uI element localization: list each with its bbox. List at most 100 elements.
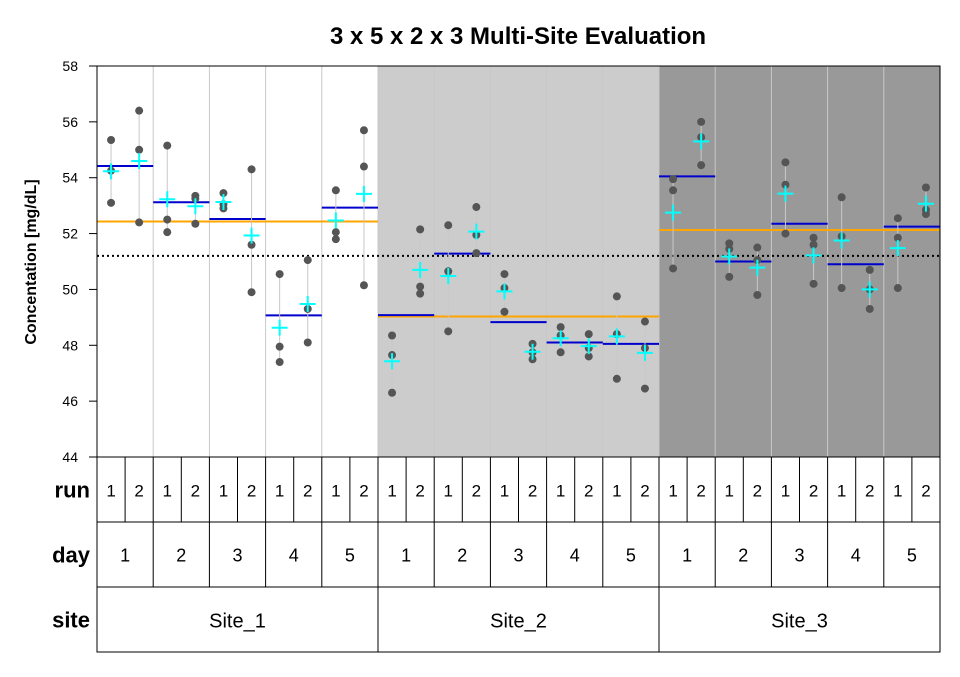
observation-point — [416, 289, 425, 298]
run-cell-label: 2 — [472, 482, 481, 501]
run-cell-label: 1 — [893, 482, 902, 501]
run-cell-label: 2 — [191, 482, 200, 501]
run-row-label: run — [55, 478, 90, 503]
run-cell-label: 2 — [247, 482, 256, 501]
observation-point — [416, 282, 425, 291]
day-cell-label: 3 — [794, 546, 804, 566]
observation-point — [219, 189, 228, 198]
run-cell-label: 1 — [556, 482, 565, 501]
run-cell-label: 2 — [696, 482, 705, 501]
run-cell-label: 1 — [219, 482, 228, 501]
observation-point — [247, 240, 256, 249]
observation-point — [837, 284, 846, 293]
observation-point — [893, 284, 902, 293]
observation-point — [669, 186, 678, 195]
observation-point — [612, 374, 621, 383]
observation-point — [809, 233, 818, 242]
site-cell-label: Site_2 — [490, 611, 547, 633]
observation-point — [865, 304, 874, 313]
run-cell-label: 2 — [134, 482, 143, 501]
run-cell-label: 2 — [359, 482, 368, 501]
run-cell-label: 1 — [275, 482, 284, 501]
run-cell-label: 2 — [809, 482, 818, 501]
day-cell-label: 5 — [345, 546, 355, 566]
observation-point — [584, 352, 593, 361]
observation-point — [275, 342, 284, 351]
y-axis-label: Concentation [mg/dL] — [23, 179, 40, 344]
y-tick-label: 56 — [62, 114, 78, 130]
observation-point — [584, 330, 593, 339]
chart-title: 3 x 5 x 2 x 3 Multi-Site Evaluation — [330, 23, 706, 50]
observation-point — [669, 175, 678, 184]
run-cell-label: 1 — [668, 482, 677, 501]
y-tick-label: 52 — [62, 226, 78, 242]
run-cell-label: 2 — [303, 482, 312, 501]
observation-point — [725, 272, 734, 281]
run-cell-label: 1 — [106, 482, 115, 501]
run-cell-label: 1 — [387, 482, 396, 501]
day-cell-label: 4 — [851, 546, 861, 566]
run-cell-label: 2 — [415, 482, 424, 501]
run-cell-label: 2 — [921, 482, 930, 501]
observation-point — [331, 235, 340, 244]
observation-point — [781, 180, 790, 189]
day-cell-label: 3 — [513, 546, 523, 566]
observation-point — [247, 165, 256, 174]
observation-point — [472, 249, 481, 258]
y-tick-label: 44 — [62, 449, 78, 465]
day-cell-label: 1 — [120, 546, 130, 566]
day-cell-label: 4 — [570, 546, 580, 566]
run-cell-label: 1 — [444, 482, 453, 501]
observation-point — [921, 183, 930, 192]
day-cell-label: 2 — [457, 546, 467, 566]
day-cell-label: 1 — [401, 546, 411, 566]
observation-point — [275, 270, 284, 279]
plot-area: 44 46 48 50 52 54 56 58 — [62, 58, 941, 465]
observation-point — [191, 219, 200, 228]
observation-point — [753, 243, 762, 252]
observation-point — [893, 214, 902, 223]
observation-point — [388, 388, 397, 397]
run-cell-label: 2 — [640, 482, 649, 501]
observation-point — [500, 307, 509, 316]
observation-point — [612, 292, 621, 301]
site-background — [97, 66, 378, 457]
observation-point — [416, 225, 425, 234]
observation-point — [556, 323, 565, 332]
observation-point — [359, 162, 368, 171]
run-cell-label: 1 — [781, 482, 790, 501]
day-cell-label: 4 — [289, 546, 299, 566]
observation-point — [809, 279, 818, 288]
observation-point — [781, 229, 790, 238]
observation-point — [640, 384, 649, 393]
observation-point — [444, 221, 453, 230]
day-cell-label: 1 — [682, 546, 692, 566]
site-cell-label: Site_3 — [771, 611, 828, 633]
run-cell-label: 1 — [500, 482, 509, 501]
observation-point — [640, 317, 649, 326]
run-cell-label: 1 — [163, 482, 172, 501]
run-cell-label: 1 — [837, 482, 846, 501]
observation-point — [837, 193, 846, 202]
observation-point — [809, 240, 818, 249]
y-tick-label: 46 — [62, 393, 78, 409]
site-cell-label: Site_1 — [209, 611, 266, 633]
observation-point — [107, 198, 116, 207]
run-cell-label: 1 — [725, 482, 734, 501]
observation-point — [725, 239, 734, 248]
run-cell-label: 1 — [331, 482, 340, 501]
observation-point — [444, 327, 453, 336]
site-background — [378, 66, 659, 457]
day-row-label: day — [52, 543, 91, 568]
observation-point — [135, 218, 144, 227]
day-cell-label: 2 — [176, 546, 186, 566]
observation-point — [669, 264, 678, 273]
observation-point — [135, 106, 144, 115]
observation-point — [163, 141, 172, 150]
day-cell-label: 3 — [232, 546, 242, 566]
observation-point — [331, 228, 340, 237]
observation-point — [247, 288, 256, 297]
